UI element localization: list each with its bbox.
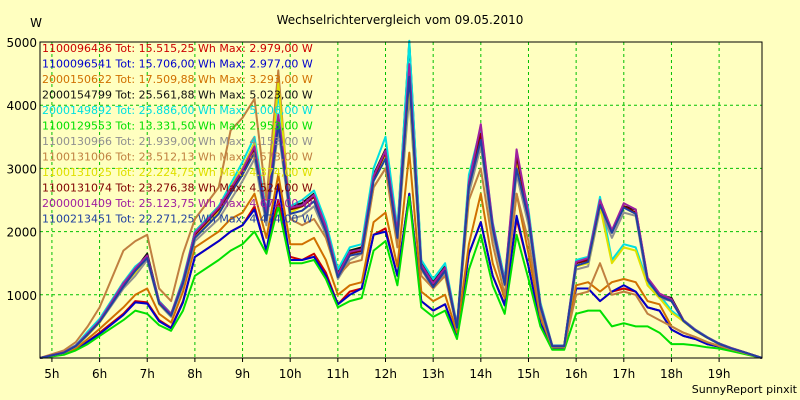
y-tick-label: 3000 [6,162,37,176]
chart-title: Wechselrichtervergleich vom 09.05.2010 [277,13,524,27]
series-line-3 [39,151,763,359]
legend: 1100096436 Tot: 15.515,25 Wh Max: 2.979,… [42,42,313,226]
legend-entry: 1100131074 Tot: 23.276,38 Wh Max: 4.524,… [42,182,313,195]
x-tick-label: 10h [279,367,302,381]
x-tick-label: 12h [374,367,397,381]
y-tick-label: 2000 [6,226,37,240]
x-tick-label: 11h [326,367,349,381]
legend-entry: 1100096436 Tot: 15.515,25 Wh Max: 2.979,… [42,42,313,55]
y-tick-label: 1000 [6,289,37,303]
series-lines [39,39,763,359]
x-tick-label: 16h [565,367,588,381]
y-tick-label: 4000 [6,99,37,113]
x-tick-label: 7h [140,367,155,381]
credit-label: SunnyReport pinxit [692,383,798,396]
legend-entry: 1100130966 Tot: 21.939,00 Wh Max: 4.153,… [42,135,313,148]
legend-entry: 2000001409 Tot: 25.123,75 Wh Max: 4.672,… [42,197,313,210]
legend-entry: 2000150622 Tot: 17.509,88 Wh Max: 3.293,… [42,73,313,86]
x-tick-label: 5h [44,367,59,381]
y-axis-unit-label: W [30,16,42,30]
x-tick-label: 19h [708,367,731,381]
y-tick-label: 5000 [6,36,37,50]
x-tick-label: 17h [612,367,635,381]
x-tick-label: 14h [469,367,492,381]
axes: 1000 2000 3000 4000 5000 5h 6h 7h 8h 9h 10h 11h 12h 1… [6,36,763,381]
x-tick-label: 18h [660,367,683,381]
legend-entry: 1100096541 Tot: 15.706,00 Wh Max: 2.977,… [42,58,313,71]
legend-entry: 1100131025 Tot: 22.224,75 Wh Max: 4.374,… [42,166,313,179]
legend-entry: 2000149892 Tot: 25.886,00 Wh Max: 5.006,… [42,104,313,117]
series-line-12 [39,75,763,359]
legend-entry: 1100213451 Tot: 22.271,25 Wh Max: 4.474,… [42,213,313,226]
legend-entry: 1100129553 Tot: 13.331,50 Wh Max: 2.953,… [42,120,313,133]
x-tick-label: 13h [422,367,445,381]
x-tick-label: 6h [92,367,107,381]
legend-entry: 1100131006 Tot: 23.512,13 Wh Max: 4.573,… [42,151,313,164]
plot-frame [39,41,763,359]
x-tick-label: 9h [235,367,250,381]
x-tick-label: 15h [517,367,540,381]
x-tick-label: 8h [187,367,202,381]
series-line-6 [39,195,763,359]
legend-entry: 2000154799 Tot: 25.561,88 Wh Max: 5.023,… [42,89,313,102]
